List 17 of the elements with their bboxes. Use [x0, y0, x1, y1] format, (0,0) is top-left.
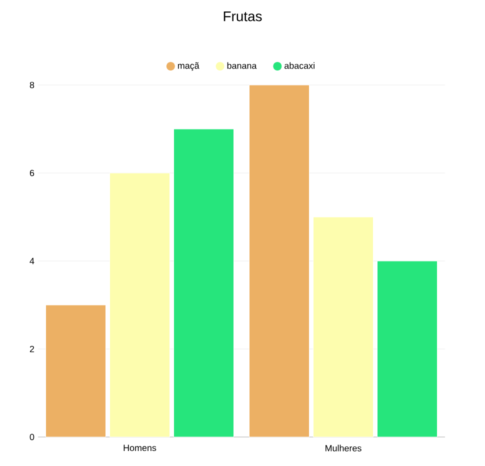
y-tick-label: 6: [30, 170, 34, 176]
bar: [377, 260, 438, 438]
x-tick-label: Homens: [124, 444, 156, 452]
y-tick-label: 4: [30, 258, 34, 264]
chart-title: Frutas: [224, 12, 262, 22]
bar: [46, 304, 106, 438]
bar: [110, 172, 170, 438]
legend-label: banana: [227, 62, 257, 69]
bar: [313, 216, 374, 438]
legend-label: maçã: [178, 62, 200, 71]
bar: [249, 84, 310, 438]
y-tick-label: 0: [30, 434, 34, 440]
legend-label: abacaxi: [284, 62, 314, 69]
bar: [174, 128, 234, 438]
y-tick-label: 8: [30, 82, 34, 88]
y-tick-label: 2: [30, 346, 34, 352]
x-tick-label: Mulheres: [326, 444, 362, 452]
